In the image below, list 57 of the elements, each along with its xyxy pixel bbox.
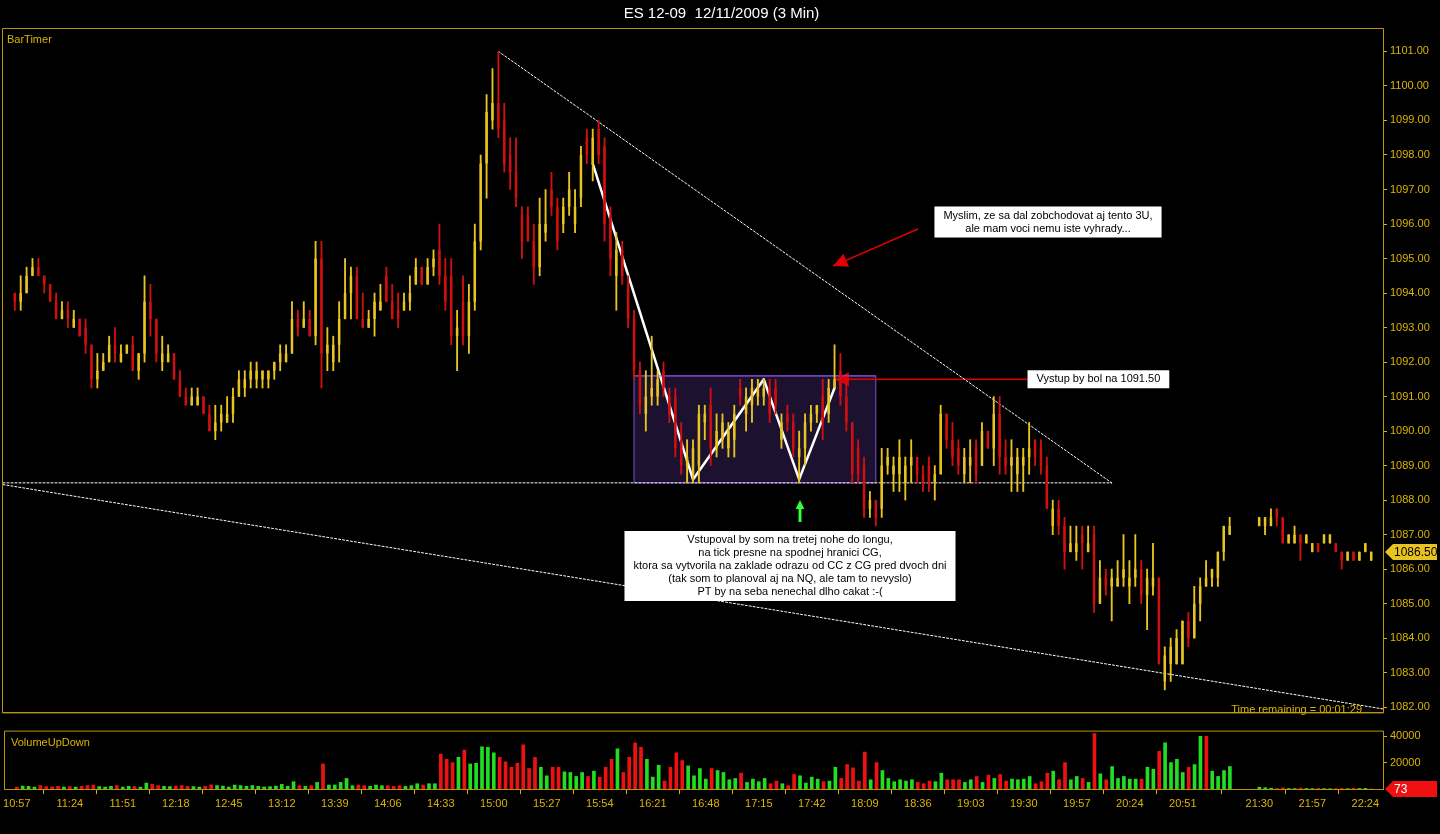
x-tick-label: 15:27 (533, 796, 561, 809)
annotation: BarTimer (7, 33, 53, 46)
x-tick-label: 11:24 (56, 796, 84, 809)
x-tick-label: 22:24 (1351, 796, 1380, 809)
chart-title: ES 12-09 12/11/2009 (3 Min) (623, 4, 820, 22)
y-tick-label: 1082.00 (1390, 700, 1430, 713)
y-tick-label: 1091.00 (1390, 389, 1430, 402)
annotation: Vystup by bol na 1091.50 (1036, 372, 1161, 385)
x-tick-label: 14:33 (427, 796, 455, 809)
y-tick-label: 40000 (1390, 729, 1421, 742)
x-tick-label: 13:39 (321, 796, 349, 809)
x-tick-label: 20:24 (1116, 796, 1144, 809)
x-tick-label: 19:57 (1063, 796, 1091, 809)
x-tick-label: 17:15 (745, 796, 773, 809)
y-tick-label: 1092.00 (1390, 355, 1430, 368)
x-tick-label: 21:30 (1245, 796, 1274, 809)
x-tick-label: 12:18 (162, 796, 190, 809)
y-tick-label: 1094.00 (1390, 286, 1430, 299)
x-tick-label: 12:45 (215, 796, 243, 809)
x-tick-label: 19:03 (957, 796, 985, 809)
y-tick-label: 1095.00 (1390, 251, 1430, 264)
y-tick-label: 1098.00 (1390, 148, 1430, 161)
x-tick-label: 16:48 (692, 796, 720, 809)
x-tick-label: 14:06 (374, 796, 402, 809)
y-tick-label: 1086.00 (1390, 562, 1430, 575)
x-tick-label: 20:51 (1169, 796, 1197, 809)
y-tick-label: 20000 (1390, 755, 1421, 768)
y-tick-label: 1090.00 (1390, 424, 1430, 437)
x-tick-label: 17:42 (798, 796, 826, 809)
y-tick-label: 1088.00 (1390, 493, 1430, 506)
x-tick-label: 11:51 (109, 796, 137, 809)
annotation: Time remaining = 00:01:29 (1231, 703, 1362, 716)
y-tick-label: 1097.00 (1390, 182, 1430, 195)
y-tick-label: 1087.00 (1390, 527, 1430, 540)
y-tick-label: 1085.00 (1390, 596, 1430, 609)
chart-title: VolumeUpDown (11, 735, 90, 748)
x-tick-label: 15:00 (480, 796, 508, 809)
text: 73 (1394, 781, 1408, 796)
y-tick-label: 1089.00 (1390, 458, 1430, 471)
x-tick-label: 19:30 (1010, 796, 1038, 809)
x-tick-label: 18:36 (904, 796, 932, 809)
x-tick-label: 16:21 (639, 796, 667, 809)
x-tick-label: 10:57 (3, 796, 31, 809)
y-tick-label: 1099.00 (1390, 113, 1430, 126)
x-tick-label: 21:57 (1298, 796, 1327, 809)
x-tick-label: 18:09 (851, 796, 879, 809)
y-tick-label: 1096.00 (1390, 217, 1430, 230)
y-tick-label: 1084.00 (1390, 631, 1430, 644)
y-tick-label: 1093.00 (1390, 320, 1430, 333)
annotation: Myslim, ze sa dal zobchodovat aj tento 3U, ale mam voci nemu iste vyhrady... (943, 208, 1153, 234)
y-tick-label: 1083.00 (1390, 665, 1430, 678)
text: 1086.50 (1394, 544, 1438, 559)
annotation: Vstupoval by som na tretej nohe do longu, na tick presne na spodnej hranici CG, ktora sa vytvorila na zaklade odrazu od CC z CG pred dvoch dni (tak som to planoval aj na NQ, ale tam to nevyslo) PT by na seba nenechal dlho cakat :-( (633, 533, 947, 598)
y-tick-label: 1100.00 (1390, 78, 1429, 91)
x-tick-label: 15:54 (586, 796, 614, 809)
x-tick-label: 13:12 (268, 796, 296, 809)
y-tick-label: 1101.00 (1390, 44, 1429, 57)
